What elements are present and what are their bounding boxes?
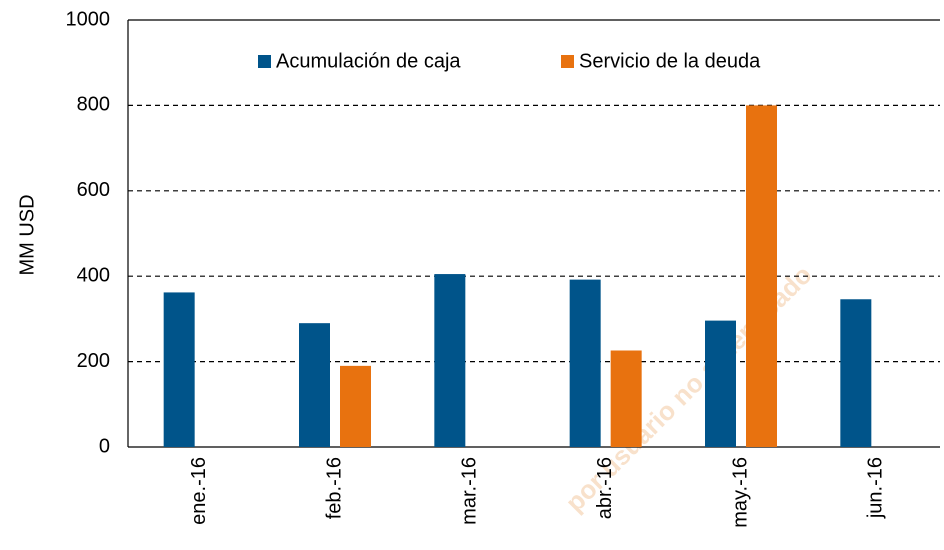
bar <box>163 292 195 447</box>
y-tick-label: 800 <box>77 94 110 116</box>
legend-swatch <box>561 55 574 68</box>
bar <box>746 105 777 448</box>
y-tick-label: 600 <box>77 179 110 201</box>
bar <box>840 299 872 447</box>
y-tick-label: 0 <box>99 435 110 457</box>
x-tick-label: jun.-16 <box>865 457 887 519</box>
x-tick-label: ene.-16 <box>188 457 210 525</box>
x-tick-label: may.-16 <box>729 457 751 528</box>
bar <box>705 320 736 447</box>
x-tick-label: mar.-16 <box>459 457 481 525</box>
bar <box>340 365 371 447</box>
y-axis-label: MM USD <box>16 194 38 275</box>
legend-label: Acumulación de caja <box>276 50 461 72</box>
legend-label: Servicio de la deuda <box>579 50 761 72</box>
y-tick-label: 400 <box>77 264 110 286</box>
y-tick-label: 200 <box>77 350 110 372</box>
legend-swatch <box>258 55 271 68</box>
x-tick-label: abr.-16 <box>594 457 616 519</box>
bar <box>434 274 466 447</box>
bar <box>610 350 642 447</box>
y-tick-label: 1000 <box>66 8 111 30</box>
x-tick-label: feb.-16 <box>323 457 345 519</box>
bar <box>299 323 330 447</box>
bar <box>569 279 601 447</box>
